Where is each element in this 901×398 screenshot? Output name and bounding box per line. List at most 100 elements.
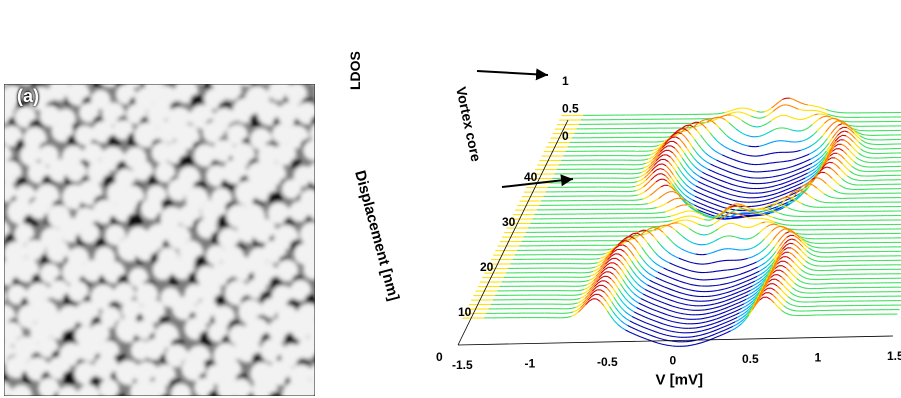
ldos-segment [800, 148, 805, 151]
ldos-segment [719, 283, 724, 286]
ldos-segment [683, 152, 689, 159]
ldos-segment [654, 287, 659, 291]
ldos-segment [805, 167, 811, 171]
ldos-segment [662, 178, 668, 182]
ldos-segment [659, 204, 665, 207]
ldos-segment [786, 214, 790, 217]
ldos-segment [803, 264, 808, 269]
lattice-bright-spot [39, 263, 61, 284]
ldos-segment [749, 277, 754, 281]
ldos-segment [726, 282, 731, 285]
lattice-bright-spot [14, 223, 35, 244]
ldos-segment [832, 120, 838, 124]
ldos-segment [782, 225, 787, 229]
ldos-segment [654, 197, 660, 202]
ldos-segment [841, 143, 846, 147]
ldos-segment [857, 129, 861, 132]
ldos-segment [785, 166, 790, 170]
ldos-segment [652, 207, 657, 209]
ldos-segment [702, 214, 707, 218]
ldos-segment [704, 166, 709, 170]
ldos-segment [642, 172, 647, 176]
ldos-segment [856, 145, 861, 150]
ldos-segment [641, 247, 646, 253]
ldos-segment [814, 165, 819, 170]
ldos-segment [626, 246, 631, 252]
ldos-segment [653, 150, 658, 154]
ldos-segment [663, 145, 668, 149]
ldos-segment [765, 212, 770, 215]
ldos-segment [846, 188, 851, 190]
ldos-segment [719, 190, 724, 193]
ldos-segment [687, 269, 692, 272]
ldos-segment [778, 248, 783, 255]
ldos-segment [688, 141, 693, 148]
ldos-segment [800, 166, 806, 169]
ldos-segment [773, 253, 778, 260]
ldos-segment [752, 283, 757, 287]
ldos-segment [730, 206, 735, 209]
ldos-segment [781, 244, 787, 250]
ldos-segment [591, 266, 596, 269]
ldos-segment [658, 278, 664, 282]
ldos-segment [850, 157, 855, 163]
ldos-segment [670, 299, 675, 302]
ldos-segment [802, 246, 807, 251]
ldos-segment [687, 191, 692, 195]
ldos-segment [648, 290, 653, 294]
ldos-segment [807, 179, 813, 184]
ldos-segment [717, 166, 722, 170]
ldos-segment [778, 98, 783, 103]
ldos-segment [710, 181, 716, 185]
ldos-segment [689, 167, 694, 173]
ldos-segment [649, 232, 654, 237]
ldos-segment [721, 224, 726, 227]
ldos-segment [696, 201, 701, 204]
ldos-segment [672, 136, 676, 138]
ldos-spectrum-line [502, 223, 901, 246]
ldos-segment [690, 175, 695, 180]
ldos-segment [653, 235, 658, 242]
ldos-segment [682, 259, 687, 262]
ldos-segment [708, 168, 713, 172]
ldos-segment [828, 150, 833, 157]
ldos-segment [800, 174, 805, 178]
ldos-segment [669, 169, 674, 176]
ldos-segment [667, 287, 672, 291]
ldos-segment [771, 196, 776, 200]
ldos-segment [764, 131, 769, 135]
ldos-segment [695, 211, 700, 215]
ldos-segment [656, 168, 661, 171]
ldos-segment [695, 290, 700, 292]
ldos-segment [731, 149, 736, 153]
ldos-segment [706, 212, 711, 216]
ldos-segment [833, 135, 838, 141]
ldos-segment [661, 173, 666, 177]
ldos-segment [639, 186, 644, 190]
ldos-segment [798, 171, 803, 174]
ldos-segment [680, 266, 685, 270]
ldos-segment [778, 212, 783, 215]
ldos-segment [674, 147, 680, 153]
ldos-segment [825, 155, 831, 161]
ldos-segment [831, 148, 837, 152]
ldos-segment [608, 257, 613, 261]
ldos-segment [702, 159, 708, 163]
ldos-segment [833, 189, 838, 193]
ldos-segment [820, 156, 825, 162]
ldos-segment [647, 201, 652, 205]
ldos-segment [752, 212, 757, 215]
ldos-segment [785, 242, 790, 246]
ldos-segment [753, 275, 758, 279]
ldos-segment [713, 136, 718, 142]
ldos-segment [827, 117, 832, 121]
ldos-segment [756, 259, 761, 263]
ldos-segment [743, 162, 748, 165]
ldos-segment [617, 241, 622, 246]
ldos-segment [786, 127, 791, 131]
ldos-segment [827, 157, 832, 161]
ldos-segment [713, 289, 718, 292]
ldos-segment [755, 204, 760, 207]
ldos-segment [707, 232, 711, 236]
ldos-segment [709, 223, 714, 227]
